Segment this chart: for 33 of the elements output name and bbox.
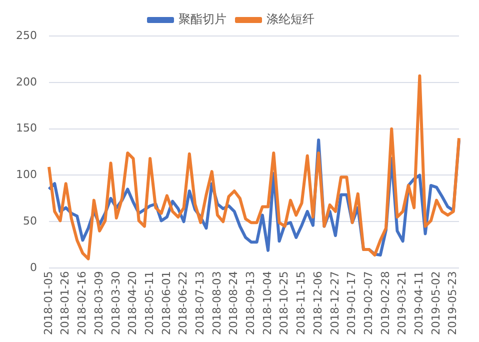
y-tick-label: 250 <box>16 28 37 42</box>
x-tick-label: 2019-02-28 <box>378 271 392 336</box>
x-tick-label: 2019-02-07 <box>362 271 375 336</box>
y-tick-label: 50 <box>22 214 37 228</box>
x-tick-label: 2019-03-21 <box>396 271 409 336</box>
x-tick-label: 2018-05-11 <box>142 271 156 336</box>
y-tick-label: 200 <box>16 75 37 88</box>
x-tick-label: 2018-01-05 <box>42 271 55 336</box>
x-tick-label: 2018-12-27 <box>328 271 342 336</box>
x-tick-label: 2018-03-09 <box>92 271 106 336</box>
x-tick-label: 2018-08-03 <box>210 271 224 336</box>
y-tick-label: 0 <box>30 260 37 274</box>
x-tick-label: 2018-07-13 <box>194 271 206 336</box>
x-tick-label: 2019-01-17 <box>345 271 358 336</box>
x-tick-label: 2018-10-04 <box>260 271 274 336</box>
x-tick-label: 2018-11-15 <box>294 271 308 336</box>
x-tick-label: 2018-06-22 <box>176 271 190 336</box>
x-tick-label: 2018-10-25 <box>278 271 291 336</box>
x-tick-label: 2018-04-20 <box>126 271 140 336</box>
x-tick-label: 2019-04-11 <box>412 271 426 336</box>
x-tick-label: 2019-05-02 <box>429 271 442 336</box>
y-tick-label: 150 <box>16 122 37 135</box>
x-tick-label: 2018-03-30 <box>109 271 122 336</box>
x-tick-label: 2018-01-26 <box>58 271 72 336</box>
legend-label: 聚酯切片 <box>178 12 226 26</box>
x-tick-label: 2018-12-06 <box>311 271 324 336</box>
x-tick-label: 2018-02-16 <box>76 271 89 336</box>
x-tick-label: 2019-05-23 <box>446 271 460 336</box>
legend-label: 涤纶短纤 <box>266 12 314 26</box>
x-tick-label: 2018-08-24 <box>227 271 240 336</box>
x-tick-label: 2018-09-13 <box>244 271 258 336</box>
x-tick-label: 2018-06-01 <box>160 271 173 336</box>
y-tick-label: 100 <box>16 168 37 182</box>
